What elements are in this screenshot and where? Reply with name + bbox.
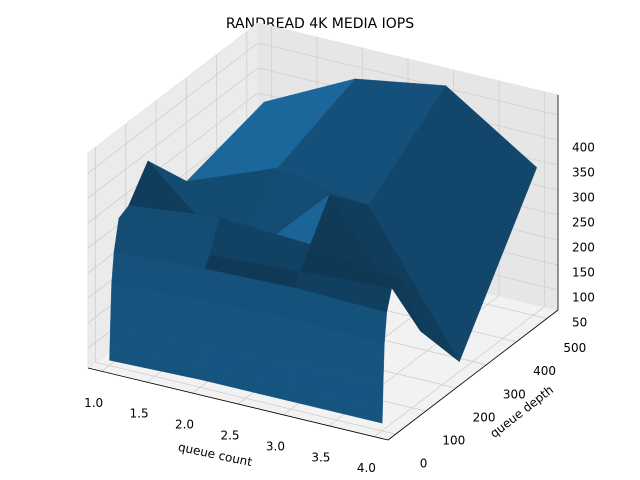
grid-line [87, 42, 259, 174]
grid-line [87, 67, 259, 199]
y-tick-label: 0 [420, 457, 428, 471]
z-tick-label: 350 [572, 166, 595, 180]
x-tick-label: 3.5 [311, 450, 330, 464]
axis-line [87, 367, 389, 441]
y-tick-label: 100 [442, 434, 465, 448]
x-tick-label: 3.0 [266, 439, 285, 453]
z-tick-label: 200 [572, 241, 595, 255]
x-axis-label: queue count [177, 440, 254, 469]
y-tick-label: 500 [563, 341, 586, 355]
x-tick-label: 2.0 [175, 418, 194, 432]
y-tick-label: 400 [533, 364, 556, 378]
grid-line [257, 42, 559, 116]
y-tick-label: 300 [503, 387, 526, 401]
grid-line [87, 92, 259, 224]
z-tick-label: 50 [572, 316, 587, 330]
x-tick-label: 1.0 [84, 396, 103, 410]
x-tick-label: 1.5 [130, 407, 149, 421]
z-tick-label: 300 [572, 191, 595, 205]
surface-face [295, 271, 392, 313]
z-tick-label: 150 [572, 266, 595, 280]
z-tick-label: 400 [572, 141, 595, 155]
y-tick-label: 200 [473, 410, 496, 424]
x-tick-label: 4.0 [357, 461, 376, 475]
z-tick-label: 100 [572, 291, 595, 305]
axis-line [387, 309, 559, 441]
z-tick-label: 250 [572, 216, 595, 230]
x-tick-label: 2.5 [220, 429, 239, 443]
grid-line [374, 306, 545, 438]
grid-line [95, 361, 396, 435]
